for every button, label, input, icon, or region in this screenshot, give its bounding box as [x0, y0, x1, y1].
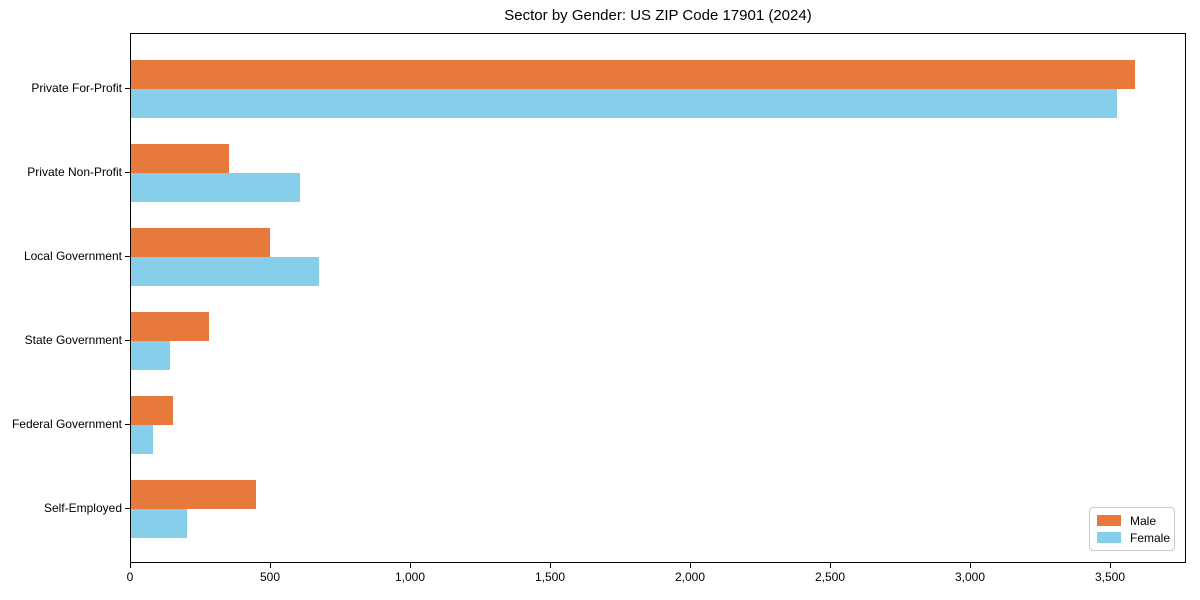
x-axis-tick — [830, 562, 831, 568]
x-axis-tick-label-2000: 2,000 — [674, 570, 706, 584]
x-axis-tick-label-1500: 1,500 — [534, 570, 566, 584]
x-axis-tick-label-0: 0 — [126, 570, 134, 584]
chart-title: Sector by Gender: US ZIP Code 17901 (202… — [504, 7, 812, 24]
x-axis-tick-label-3500: 3,500 — [1094, 570, 1126, 584]
bar-male-private-for-profit — [131, 60, 1135, 89]
legend-entry-male: Male — [1097, 515, 1167, 527]
x-axis-tick — [270, 562, 271, 568]
y-axis-tick — [125, 424, 130, 425]
x-axis-tick — [410, 562, 411, 568]
bar-male-self-employed — [131, 480, 256, 509]
legend-label-male: Male — [1130, 513, 1157, 528]
x-axis-tick-label-2500: 2,500 — [814, 570, 846, 584]
x-axis-tick-label-500: 500 — [259, 570, 281, 584]
bar-male-state-government — [131, 312, 209, 341]
y-axis-tick — [125, 256, 130, 257]
y-axis-category-label-1: Private For-Profit — [31, 81, 122, 95]
bar-male-federal-government — [131, 396, 173, 425]
legend-label-female: Female — [1130, 530, 1171, 545]
bar-male-private-non-profit — [131, 144, 229, 173]
y-axis-category-label-6: Self-Employed — [43, 501, 122, 515]
y-axis-tick — [125, 340, 130, 341]
y-axis-category-label-4: State Government — [24, 333, 122, 347]
bar-female-federal-government — [131, 425, 153, 454]
x-axis-tick — [130, 562, 131, 568]
legend-swatch-female — [1097, 532, 1121, 543]
x-axis-tick — [1110, 562, 1111, 568]
x-axis-tick-label-1000: 1,000 — [394, 570, 426, 584]
y-axis-tick — [125, 508, 130, 509]
y-axis-category-label-2: Private Non-Profit — [27, 165, 122, 179]
x-axis-tick-label-3000: 3,000 — [954, 570, 986, 584]
bar-female-private-non-profit — [131, 173, 300, 202]
y-axis-category-label-3: Local Government — [23, 249, 122, 263]
bar-female-state-government — [131, 341, 170, 370]
y-axis-tick — [125, 172, 130, 173]
plot-area — [130, 33, 1186, 563]
y-axis-tick — [125, 88, 130, 89]
legend-swatch-male — [1097, 515, 1121, 526]
x-axis-tick — [550, 562, 551, 568]
legend: Male Female — [1089, 507, 1175, 551]
bar-female-self-employed — [131, 509, 187, 538]
x-axis-tick — [690, 562, 691, 568]
legend-entry-female: Female — [1097, 530, 1171, 545]
y-axis-category-label-5: Federal Government — [11, 417, 122, 431]
bar-female-private-for-profit — [131, 89, 1117, 118]
x-axis-tick — [970, 562, 971, 568]
bar-female-local-government — [131, 257, 319, 286]
bar-male-local-government — [131, 228, 270, 257]
